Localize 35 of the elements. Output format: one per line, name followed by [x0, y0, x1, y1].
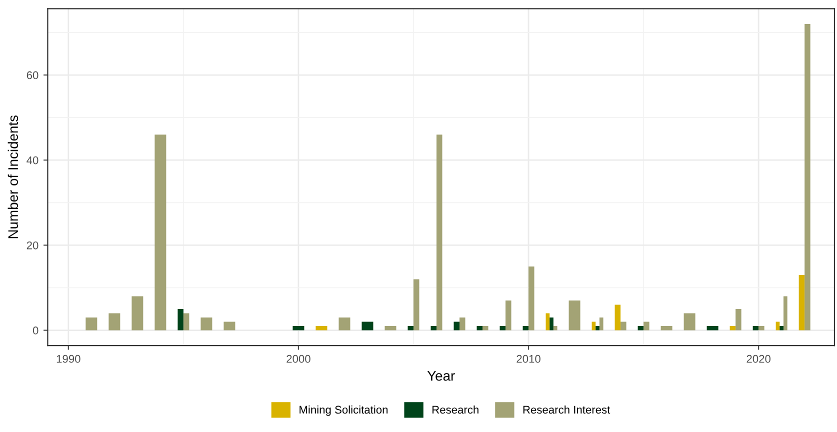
- y-tick-label: 60: [26, 71, 38, 80]
- x-tick-label: 1990: [56, 354, 80, 363]
- legend-label: Mining Solicitation: [300, 406, 388, 416]
- y-tick-label: 40: [26, 156, 38, 164]
- bar: [476, 326, 483, 330]
- bar: [430, 326, 436, 330]
- y-axis-title: Number of Incidents: [8, 115, 18, 238]
- x-tick-label: 2010: [516, 354, 540, 363]
- bar: [638, 326, 644, 330]
- bar: [460, 318, 466, 330]
- bar: [178, 309, 184, 330]
- bar: [482, 326, 488, 330]
- x-tick-label: 2020: [746, 354, 770, 363]
- bar: [408, 326, 414, 330]
- bar: [614, 304, 621, 330]
- y-tick-label: 20: [26, 241, 38, 250]
- bar: [436, 134, 442, 330]
- bar: [454, 322, 460, 330]
- bar: [506, 300, 512, 330]
- bar: [620, 322, 626, 330]
- bar: [758, 326, 764, 330]
- bar: [644, 322, 650, 330]
- bar: [798, 274, 805, 330]
- x-tick-label: 2000: [286, 354, 310, 363]
- bar: [804, 24, 810, 330]
- bar: [413, 279, 420, 330]
- x-axis-title: Year: [427, 371, 455, 381]
- bar: [522, 326, 529, 330]
- bar: [730, 326, 736, 330]
- legend-label: Research: [432, 406, 478, 414]
- bar: [528, 266, 534, 330]
- bar: [500, 326, 506, 330]
- legend-label: Research Interest: [523, 406, 610, 414]
- y-tick-label: 0: [32, 326, 38, 334]
- bar: [736, 309, 742, 330]
